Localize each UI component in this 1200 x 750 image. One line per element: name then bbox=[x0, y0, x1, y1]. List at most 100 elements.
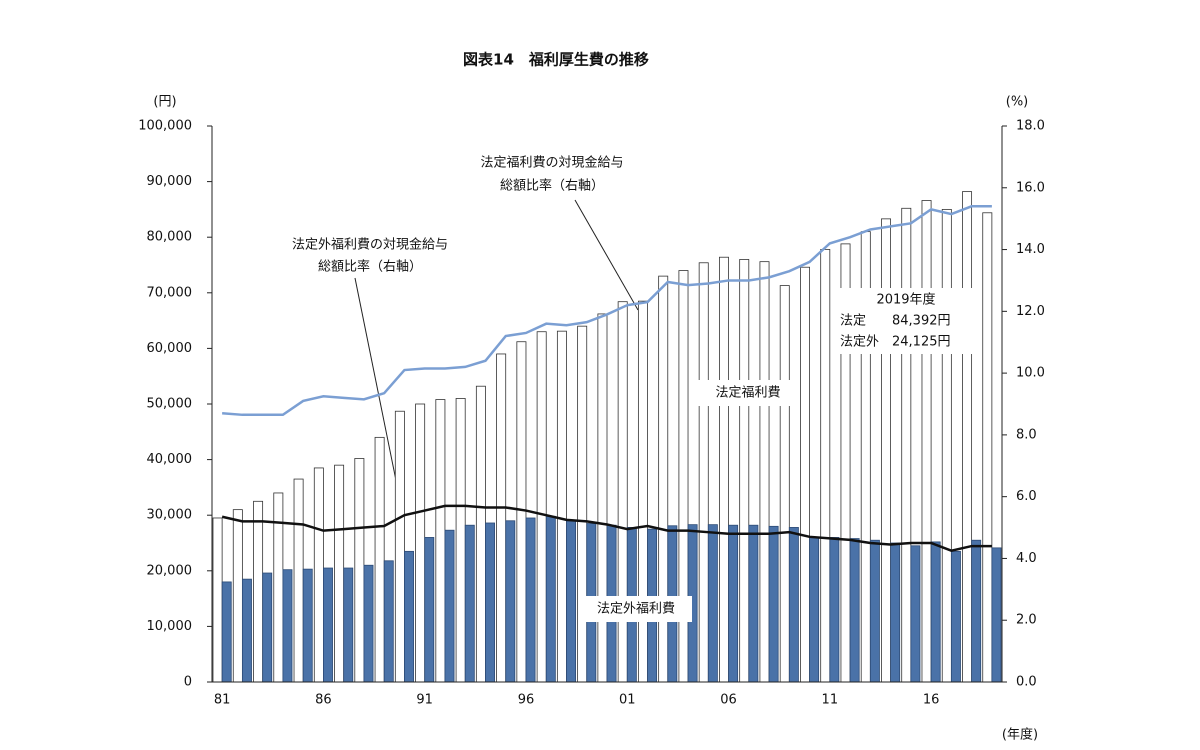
y2-tick-label: 2.0 bbox=[1016, 613, 1037, 628]
y-tick-label: 10,000 bbox=[147, 619, 193, 634]
bar bbox=[556, 330, 567, 683]
bar bbox=[768, 525, 779, 683]
annotation: 法定 84,392円 bbox=[840, 314, 951, 329]
y-unit: (円) bbox=[153, 95, 176, 110]
chart-title: 図表14 福利厚生費の推移 bbox=[463, 51, 649, 69]
annotation-arrow bbox=[574, 199, 639, 311]
bar bbox=[869, 539, 880, 683]
y2-tick-label: 8.0 bbox=[1016, 427, 1037, 442]
line bbox=[221, 504, 992, 553]
y2-tick-label: 16.0 bbox=[1016, 180, 1045, 195]
label-box bbox=[580, 596, 692, 622]
y2-tick-label: 6.0 bbox=[1016, 489, 1037, 504]
bar bbox=[971, 539, 982, 683]
y2-tick-label: 0.0 bbox=[1016, 675, 1037, 690]
y-tick-label: 100,000 bbox=[138, 119, 192, 134]
bar bbox=[302, 568, 313, 683]
bar bbox=[930, 541, 941, 683]
bar bbox=[505, 520, 516, 683]
bar bbox=[293, 478, 304, 683]
bar bbox=[921, 200, 932, 683]
x-tick-label: 06 bbox=[720, 693, 737, 708]
bar bbox=[404, 550, 414, 683]
x-tick-label: 96 bbox=[518, 693, 535, 708]
y2-tick-label: 14.0 bbox=[1016, 242, 1045, 257]
bar bbox=[374, 436, 385, 683]
bar bbox=[323, 567, 333, 683]
annotation: 法定外 24,125円 bbox=[840, 335, 951, 350]
bar bbox=[941, 208, 952, 683]
bar bbox=[232, 509, 243, 683]
plot: 0 10,000 20,000 30,000 40,000 50,000 60,000 70,… bbox=[138, 119, 1045, 708]
bar bbox=[779, 285, 790, 683]
bar bbox=[525, 517, 536, 683]
annotation: 法定外福利費の対現金給与 bbox=[292, 237, 448, 253]
bar bbox=[383, 560, 394, 683]
y-tick-label: 50,000 bbox=[147, 397, 193, 412]
y2-tick-label: 10.0 bbox=[1016, 366, 1045, 381]
x-tick-label: 11 bbox=[822, 693, 839, 708]
y2-tick-label: 12.0 bbox=[1016, 304, 1045, 319]
bar bbox=[728, 524, 739, 683]
y-tick-label: 80,000 bbox=[147, 230, 193, 245]
line bbox=[222, 205, 992, 417]
bar bbox=[617, 301, 628, 683]
annotation: 法定福利費の対現金給与 bbox=[480, 155, 623, 171]
bar bbox=[809, 537, 820, 683]
bar bbox=[849, 538, 860, 683]
x-tick-label: 81 bbox=[214, 693, 231, 708]
bar bbox=[577, 325, 588, 683]
bar bbox=[241, 578, 252, 683]
y-tick-label: 90,000 bbox=[147, 174, 193, 189]
x-tick-label: 16 bbox=[923, 693, 940, 708]
bar bbox=[597, 313, 608, 683]
y-tick-label: 0 bbox=[184, 675, 192, 690]
bar bbox=[354, 458, 365, 683]
series-label: 法定福利費 bbox=[715, 386, 780, 401]
bar bbox=[788, 527, 799, 683]
bar bbox=[262, 572, 273, 683]
bar bbox=[475, 385, 486, 683]
bar bbox=[950, 550, 961, 683]
bar bbox=[334, 464, 345, 683]
bar bbox=[464, 524, 475, 683]
bar bbox=[212, 517, 223, 683]
x-unit: (年度) bbox=[1002, 727, 1038, 743]
bar bbox=[901, 207, 912, 683]
bar bbox=[829, 537, 840, 683]
y-tick-label: 20,000 bbox=[147, 563, 193, 578]
bar bbox=[759, 261, 770, 683]
y-tick-label: 30,000 bbox=[147, 508, 193, 523]
bar bbox=[739, 259, 750, 683]
bar bbox=[962, 191, 973, 683]
bar bbox=[394, 410, 405, 683]
x-tick-label: 01 bbox=[619, 693, 636, 708]
bar bbox=[496, 353, 507, 683]
bar bbox=[343, 567, 354, 683]
x-tick-label: 91 bbox=[416, 693, 433, 708]
y2-tick-label: 18.0 bbox=[1016, 119, 1045, 134]
y2-tick-label: 4.0 bbox=[1016, 551, 1037, 566]
series-label: 法定外福利費 bbox=[597, 602, 675, 617]
bar bbox=[282, 569, 293, 683]
y2-unit: (%) bbox=[1006, 95, 1029, 110]
bar bbox=[991, 547, 1002, 683]
bar bbox=[566, 520, 577, 683]
label-box bbox=[696, 380, 800, 406]
bar bbox=[707, 524, 718, 683]
y-tick-label: 40,000 bbox=[147, 452, 193, 467]
bar bbox=[221, 581, 232, 683]
bar bbox=[982, 212, 993, 683]
bar bbox=[719, 256, 729, 683]
annotation: 総額比率（右軸） bbox=[318, 259, 422, 275]
bar bbox=[800, 266, 810, 683]
y-tick-label: 60,000 bbox=[147, 341, 193, 356]
bar bbox=[444, 529, 455, 683]
x-tick-label: 86 bbox=[315, 693, 332, 708]
bar bbox=[415, 403, 426, 683]
info-box bbox=[836, 288, 976, 354]
bar bbox=[455, 398, 466, 683]
annotation: 総額比率（右軸） bbox=[500, 178, 604, 194]
bar bbox=[890, 542, 901, 683]
